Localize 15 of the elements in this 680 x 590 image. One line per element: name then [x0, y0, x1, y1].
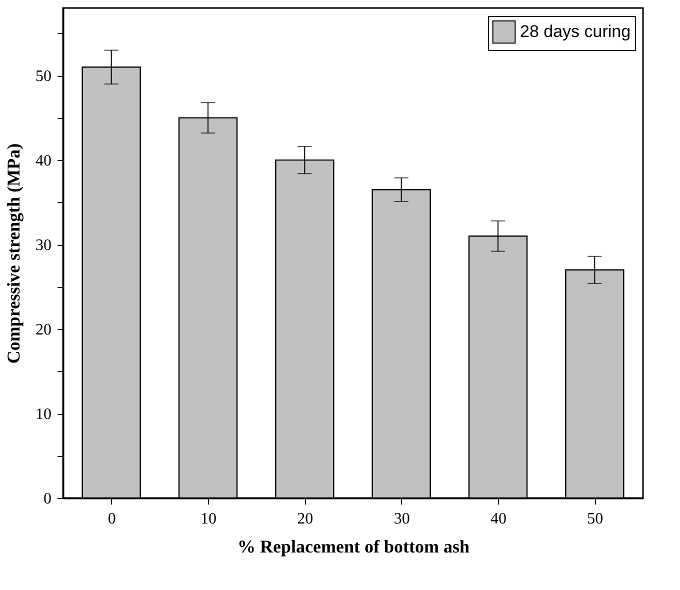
y-tick-label: 10: [36, 406, 52, 424]
y-tick-label: 40: [36, 152, 52, 170]
y-tick-label: 20: [36, 322, 52, 339]
x-tick-label: 50: [587, 510, 604, 528]
y-tick-label: 0: [44, 490, 52, 508]
y-tick-label: 30: [36, 237, 52, 254]
y-axis-title: Compressive strength (MPa): [4, 143, 24, 364]
x-axis-title: % Replacement of bottom ash: [238, 536, 470, 556]
x-tick-label: 20: [297, 510, 314, 528]
x-tick-label: 30: [394, 510, 410, 528]
legend-label: 28 days curing: [520, 22, 631, 41]
x-tick-label: 40: [490, 510, 506, 528]
x-tick-label: 10: [200, 510, 216, 528]
y-tick-label: 50: [36, 68, 52, 86]
x-tick-label: 0: [108, 510, 116, 528]
